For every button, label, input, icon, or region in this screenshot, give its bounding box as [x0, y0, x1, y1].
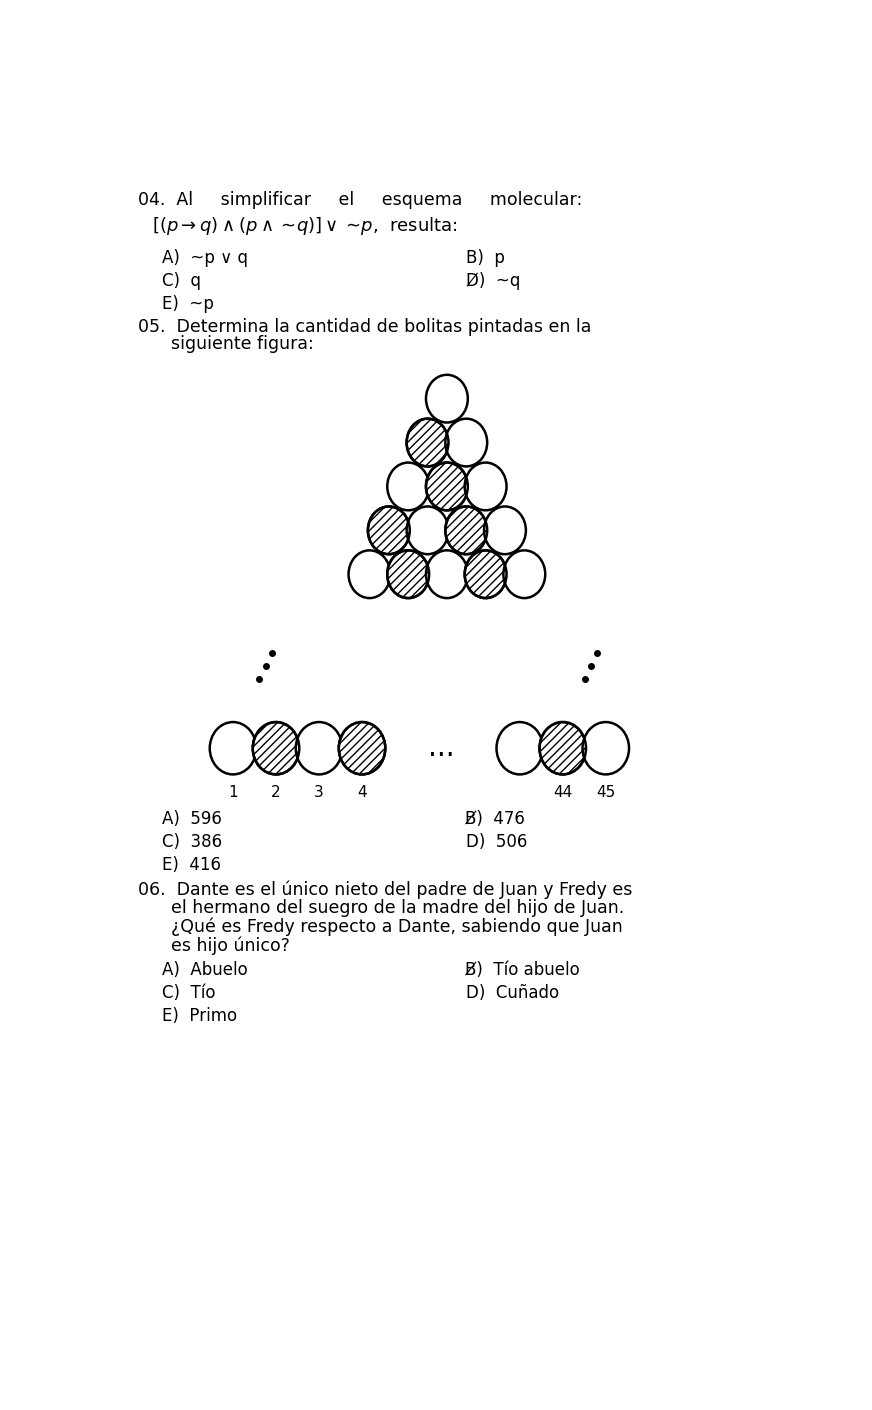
Text: B)  p: B) p — [466, 248, 504, 266]
Text: 1: 1 — [228, 785, 238, 801]
Ellipse shape — [406, 506, 448, 554]
Text: B̸)  476: B̸) 476 — [466, 809, 525, 828]
Ellipse shape — [296, 722, 343, 774]
Text: C)  386: C) 386 — [161, 833, 221, 852]
Text: E)  ~p: E) ~p — [161, 295, 214, 313]
Text: A)  Abuelo: A) Abuelo — [161, 960, 248, 979]
Ellipse shape — [503, 550, 545, 598]
Text: 04.  Al     simplificar     el     esquema     molecular:: 04. Al simplificar el esquema molecular: — [139, 190, 582, 209]
Ellipse shape — [253, 722, 299, 774]
Text: ¿Qué es Fredy respecto a Dante, sabiendo que Juan: ¿Qué es Fredy respecto a Dante, sabiendo… — [139, 918, 623, 936]
Ellipse shape — [406, 419, 448, 467]
Text: B̸)  Tío abuelo: B̸) Tío abuelo — [466, 960, 580, 979]
Ellipse shape — [465, 462, 507, 510]
Text: siguiente figura:: siguiente figura: — [139, 334, 314, 352]
Ellipse shape — [349, 550, 391, 598]
Text: D)  Cuñado: D) Cuñado — [466, 984, 559, 1003]
Text: E)  Primo: E) Primo — [161, 1007, 237, 1025]
Ellipse shape — [210, 722, 256, 774]
Text: 05.  Determina la cantidad de bolitas pintadas en la: 05. Determina la cantidad de bolitas pin… — [139, 317, 592, 336]
Text: es hijo único?: es hijo único? — [139, 936, 290, 955]
Text: 44: 44 — [553, 785, 572, 801]
Ellipse shape — [540, 722, 586, 774]
Ellipse shape — [387, 462, 429, 510]
Text: el hermano del suegro de la madre del hijo de Juan.: el hermano del suegro de la madre del hi… — [139, 900, 624, 916]
Text: E)  416: E) 416 — [161, 856, 221, 874]
Ellipse shape — [446, 419, 487, 467]
Ellipse shape — [339, 722, 385, 774]
Text: ...: ... — [427, 735, 454, 763]
Ellipse shape — [446, 506, 487, 554]
Text: 2: 2 — [271, 785, 281, 801]
Text: 45: 45 — [596, 785, 616, 801]
Ellipse shape — [582, 722, 629, 774]
Ellipse shape — [426, 550, 467, 598]
Ellipse shape — [465, 550, 507, 598]
Ellipse shape — [387, 550, 429, 598]
Text: A)  ~p ∨ q: A) ~p ∨ q — [161, 248, 248, 266]
Text: C)  q: C) q — [161, 272, 201, 289]
Ellipse shape — [426, 462, 467, 510]
Ellipse shape — [426, 375, 467, 423]
Text: $[(p \rightarrow q) \wedge (p \wedge \sim\!q)] \vee \sim\!p$,  resulta:: $[(p \rightarrow q) \wedge (p \wedge \si… — [153, 216, 458, 237]
Text: D)  506: D) 506 — [466, 833, 527, 852]
Text: A)  596: A) 596 — [161, 809, 221, 828]
Text: 3: 3 — [314, 785, 324, 801]
Ellipse shape — [484, 506, 526, 554]
Text: C)  Tío: C) Tío — [161, 984, 215, 1003]
Text: D̸)  ~q: D̸) ~q — [466, 272, 520, 289]
Ellipse shape — [368, 506, 410, 554]
Text: 06.  Dante es el único nieto del padre de Juan y Fredy es: 06. Dante es el único nieto del padre de… — [139, 881, 633, 900]
Text: 4: 4 — [358, 785, 367, 801]
Ellipse shape — [496, 722, 543, 774]
